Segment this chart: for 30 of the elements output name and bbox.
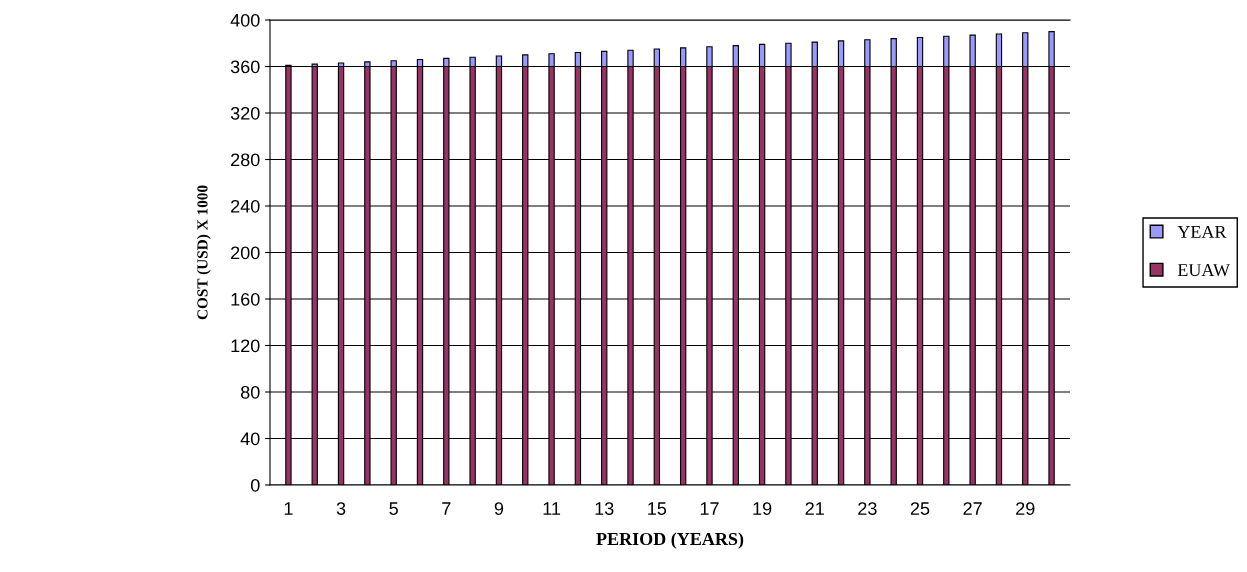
x-tick-label: 5 [389, 502, 398, 515]
y-axis-title: COST (USD) X 1000 [196, 185, 211, 320]
y-tick-label: 280 [231, 153, 260, 167]
x-tick-label: 23 [858, 502, 877, 515]
y-tick-label: 80 [240, 385, 260, 399]
y-tick-label: 160 [231, 292, 260, 306]
x-tick-label: 1 [284, 502, 293, 515]
x-tick-label: 13 [595, 502, 614, 515]
x-axis-title: PERIOD (YEARS) [596, 532, 744, 549]
x-tick-label: 29 [1016, 502, 1035, 515]
x-tick-label: 19 [753, 502, 772, 515]
x-tick-label: 3 [336, 502, 346, 515]
legend-label: EUAW [1177, 264, 1230, 277]
y-tick-label: 200 [231, 246, 260, 260]
x-tick-label: 17 [700, 502, 719, 515]
legend-label: YEAR [1177, 225, 1227, 238]
y-tick-label: 320 [230, 106, 260, 120]
x-tick-label: 25 [910, 502, 930, 515]
x-tick-label: 21 [805, 502, 824, 515]
y-tick-label: 400 [230, 13, 260, 27]
y-tick-label: 0 [250, 478, 260, 492]
x-tick-label: 11 [543, 502, 561, 515]
x-tick-label: 15 [648, 502, 667, 515]
x-tick-label: 7 [442, 502, 451, 515]
x-tick-label: 27 [963, 502, 982, 515]
y-tick-label: 40 [240, 432, 260, 446]
y-tick-label: 120 [231, 339, 260, 353]
y-tick-label: 360 [230, 60, 260, 74]
x-tick-label: 9 [494, 502, 504, 515]
y-tick-label: 240 [231, 199, 260, 213]
